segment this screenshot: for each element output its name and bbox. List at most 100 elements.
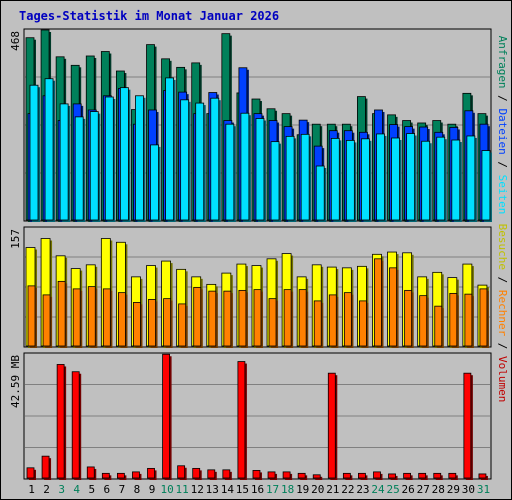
legend-separator: / (496, 336, 509, 356)
legend-besuche: Besuche (496, 224, 509, 270)
rechner-bar-14 (223, 290, 232, 347)
volumen-bar-18 (282, 471, 291, 479)
volumen-bar-4 (71, 371, 80, 479)
rechner-bar-10 (163, 298, 171, 347)
rechner-bar-18 (283, 289, 292, 347)
volumen-bar-20 (312, 474, 321, 479)
seiten-bar-16 (255, 118, 265, 221)
seiten-bar-10 (165, 77, 174, 221)
x-tick-label-9: 9 (149, 483, 156, 496)
x-tick-label-13: 13 (206, 483, 219, 496)
rechner-bar-19 (298, 289, 307, 347)
volumen-bar-1 (26, 467, 35, 479)
right-axis-legend-panel-2: Besuche / Rechner / Volumen (496, 224, 509, 403)
volumen-bar-7 (116, 472, 125, 479)
volumen-bar-22 (342, 472, 351, 479)
volumen-bar-11 (177, 465, 186, 479)
volumen-bar-2 (41, 455, 50, 479)
legend-rechner: Rechner (496, 290, 509, 337)
rechner-bar-8 (133, 302, 141, 347)
seiten-bar-14 (225, 123, 235, 221)
rechner-bar-15 (238, 289, 247, 347)
volumen-bar-28 (433, 472, 442, 479)
ytick-label-panel-1: 468 (9, 31, 22, 51)
rechner-bar-30 (464, 293, 473, 347)
rechner-bar-22 (343, 292, 352, 347)
volumen-bar-21 (327, 372, 336, 479)
volumen-bar-10 (162, 353, 170, 479)
x-tick-label-16: 16 (251, 483, 264, 496)
rechner-bar-1 (27, 285, 36, 347)
legend-separator: / (496, 155, 509, 175)
legend-anfragen: Anfragen (496, 36, 509, 89)
seiten-bar-11 (180, 99, 190, 221)
rechner-bar-17 (268, 298, 277, 347)
seiten-bar-20 (315, 165, 325, 221)
seiten-bar-28 (436, 136, 446, 221)
x-tick-label-27: 27 (417, 483, 430, 496)
volumen-bar-14 (222, 469, 231, 479)
x-tick-label-26: 26 (402, 483, 415, 496)
seiten-bar-18 (285, 135, 295, 221)
legend-seiten: Seiten (496, 175, 509, 215)
x-tick-label-14: 14 (221, 483, 235, 496)
x-tick-label-3: 3 (58, 483, 65, 496)
seiten-bar-3 (59, 103, 69, 221)
rechner-bar-4 (72, 288, 81, 347)
volumen-bar-16 (252, 470, 261, 479)
rechner-bar-16 (253, 289, 262, 347)
legend-dateien: Dateien (496, 108, 509, 154)
x-tick-label-30: 30 (462, 483, 475, 496)
x-tick-label-2: 2 (43, 483, 50, 496)
seiten-bar-25 (391, 137, 400, 221)
rechner-bar-9 (148, 299, 156, 347)
seiten-bar-9 (150, 144, 159, 221)
x-tick-label-29: 29 (447, 483, 460, 496)
ytick-label-panel-3: 42.59 MB (9, 355, 22, 408)
seiten-bar-8 (135, 95, 144, 221)
rechner-bar-2 (42, 294, 51, 347)
seiten-bar-21 (330, 137, 340, 221)
seiten-bar-7 (119, 87, 129, 221)
seiten-bar-30 (466, 135, 476, 221)
rechner-bar-23 (359, 300, 367, 347)
volumen-bar-17 (267, 471, 276, 479)
rechner-bar-27 (419, 295, 428, 347)
rechner-bar-6 (102, 288, 111, 347)
rechner-bar-5 (87, 286, 96, 347)
x-tick-label-31: 31 (477, 483, 490, 496)
ytick-label-panel-2: 157 (9, 229, 22, 249)
seiten-bar-5 (89, 111, 99, 221)
volumen-bar-13 (207, 469, 216, 479)
rechner-bar-20 (313, 300, 322, 347)
x-tick-label-25: 25 (386, 483, 399, 496)
x-tick-label-15: 15 (236, 483, 249, 496)
volumen-bar-26 (403, 472, 412, 479)
legend-separator: / (496, 270, 509, 290)
x-tick-label-18: 18 (281, 483, 294, 496)
seiten-bar-31 (481, 150, 491, 221)
x-tick-label-7: 7 (119, 483, 126, 496)
seiten-bar-27 (421, 140, 431, 221)
seiten-bar-22 (345, 140, 355, 221)
volumen-bar-12 (192, 467, 201, 479)
seiten-bar-23 (361, 138, 370, 221)
seiten-bar-12 (195, 102, 205, 221)
volumen-bar-31 (478, 473, 487, 479)
volumen-bar-24 (373, 471, 381, 479)
rechner-bar-13 (208, 290, 217, 347)
x-tick-label-10: 10 (160, 483, 173, 496)
volumen-bar-30 (463, 372, 472, 479)
chart-title: Tages-Statistik im Monat Januar 2026 (19, 9, 279, 23)
rechner-bar-29 (449, 292, 458, 347)
volumen-bar-25 (388, 473, 396, 479)
x-tick-label-11: 11 (176, 483, 189, 496)
rechner-bar-31 (479, 288, 488, 347)
volumen-bar-9 (147, 467, 155, 479)
rechner-bar-3 (57, 280, 66, 347)
x-tick-label-21: 21 (326, 483, 339, 496)
seiten-bar-15 (240, 112, 250, 221)
rechner-bar-21 (328, 294, 337, 347)
